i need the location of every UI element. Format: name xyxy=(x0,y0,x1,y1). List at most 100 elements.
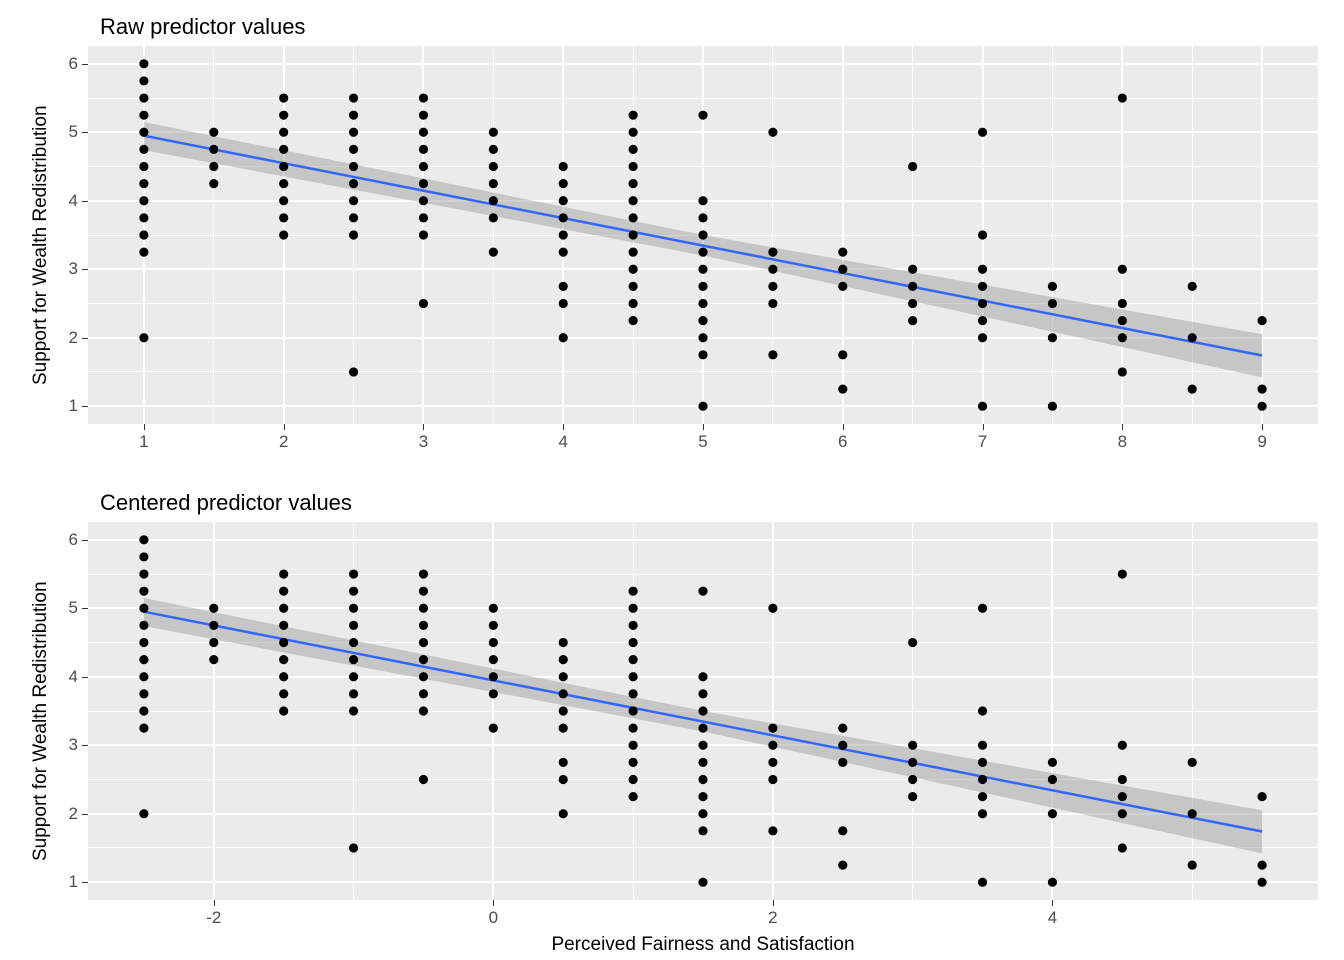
data-point xyxy=(698,826,707,835)
data-point xyxy=(629,111,638,120)
data-point xyxy=(838,350,847,359)
data-point xyxy=(1118,265,1127,274)
data-point xyxy=(279,162,288,171)
data-point xyxy=(629,792,638,801)
data-point xyxy=(139,93,148,102)
data-point xyxy=(559,179,568,188)
data-point xyxy=(489,638,498,647)
data-point xyxy=(139,230,148,239)
data-point xyxy=(698,111,707,120)
data-point xyxy=(559,638,568,647)
data-point xyxy=(139,621,148,630)
data-point xyxy=(629,145,638,154)
x-tick-label: 8 xyxy=(1102,432,1142,452)
data-point xyxy=(768,741,777,750)
x-tick-label: 1 xyxy=(124,432,164,452)
data-point xyxy=(349,162,358,171)
data-point xyxy=(419,179,428,188)
data-point xyxy=(559,706,568,715)
data-point xyxy=(559,758,568,767)
data-point xyxy=(1048,878,1057,887)
data-point xyxy=(349,672,358,681)
data-point xyxy=(209,638,218,647)
data-point xyxy=(629,316,638,325)
data-point xyxy=(279,672,288,681)
data-point xyxy=(1188,758,1197,767)
data-point xyxy=(629,724,638,733)
data-point xyxy=(279,621,288,630)
data-point xyxy=(559,809,568,818)
data-point xyxy=(629,587,638,596)
data-point xyxy=(908,282,917,291)
data-point xyxy=(419,604,428,613)
data-point xyxy=(349,93,358,102)
data-point xyxy=(139,179,148,188)
x-tick-label: 6 xyxy=(823,432,863,452)
plot-area-centered xyxy=(88,522,1318,900)
data-point xyxy=(908,775,917,784)
data-point xyxy=(768,265,777,274)
x-tick xyxy=(983,424,984,430)
data-point xyxy=(559,196,568,205)
data-point xyxy=(279,111,288,120)
data-point xyxy=(279,128,288,137)
y-tick-label: 5 xyxy=(48,598,78,618)
data-point xyxy=(279,213,288,222)
data-point xyxy=(139,638,148,647)
data-point xyxy=(1257,860,1266,869)
data-point xyxy=(419,621,428,630)
data-point xyxy=(279,145,288,154)
data-point xyxy=(978,604,987,613)
data-point xyxy=(1188,282,1197,291)
data-point xyxy=(349,179,358,188)
data-point xyxy=(279,569,288,578)
data-point xyxy=(629,672,638,681)
data-point xyxy=(908,638,917,647)
data-point xyxy=(698,792,707,801)
y-axis-title-centered: Support for Wealth Redistribution xyxy=(30,581,52,861)
data-point xyxy=(1118,775,1127,784)
y-tick-label: 6 xyxy=(48,530,78,550)
data-point xyxy=(698,758,707,767)
data-point xyxy=(489,162,498,171)
data-point xyxy=(1257,878,1266,887)
data-point xyxy=(978,792,987,801)
data-point xyxy=(139,672,148,681)
y-tick-label: 1 xyxy=(48,396,78,416)
data-point xyxy=(559,333,568,342)
data-point xyxy=(768,826,777,835)
data-point xyxy=(698,230,707,239)
x-tick-label: 4 xyxy=(543,432,583,452)
data-point xyxy=(978,299,987,308)
data-point xyxy=(419,111,428,120)
data-point xyxy=(838,724,847,733)
data-point xyxy=(349,587,358,596)
x-tick-label: -2 xyxy=(194,908,234,928)
data-point xyxy=(978,402,987,411)
data-point xyxy=(768,350,777,359)
data-point xyxy=(698,265,707,274)
data-point xyxy=(139,604,148,613)
data-point xyxy=(209,162,218,171)
data-point xyxy=(349,569,358,578)
data-point xyxy=(838,384,847,393)
data-point xyxy=(698,689,707,698)
data-point xyxy=(978,758,987,767)
data-point xyxy=(629,265,638,274)
data-point xyxy=(908,162,917,171)
data-point xyxy=(559,213,568,222)
data-point xyxy=(629,621,638,630)
data-point xyxy=(978,230,987,239)
y-tick-label: 1 xyxy=(48,872,78,892)
data-point xyxy=(419,775,428,784)
data-point xyxy=(349,655,358,664)
data-point xyxy=(419,93,428,102)
x-tick-label: 7 xyxy=(963,432,1003,452)
data-point xyxy=(489,724,498,733)
data-point xyxy=(698,672,707,681)
data-point xyxy=(629,638,638,647)
data-point xyxy=(489,248,498,257)
data-point xyxy=(978,333,987,342)
data-point xyxy=(489,128,498,137)
data-point xyxy=(698,741,707,750)
